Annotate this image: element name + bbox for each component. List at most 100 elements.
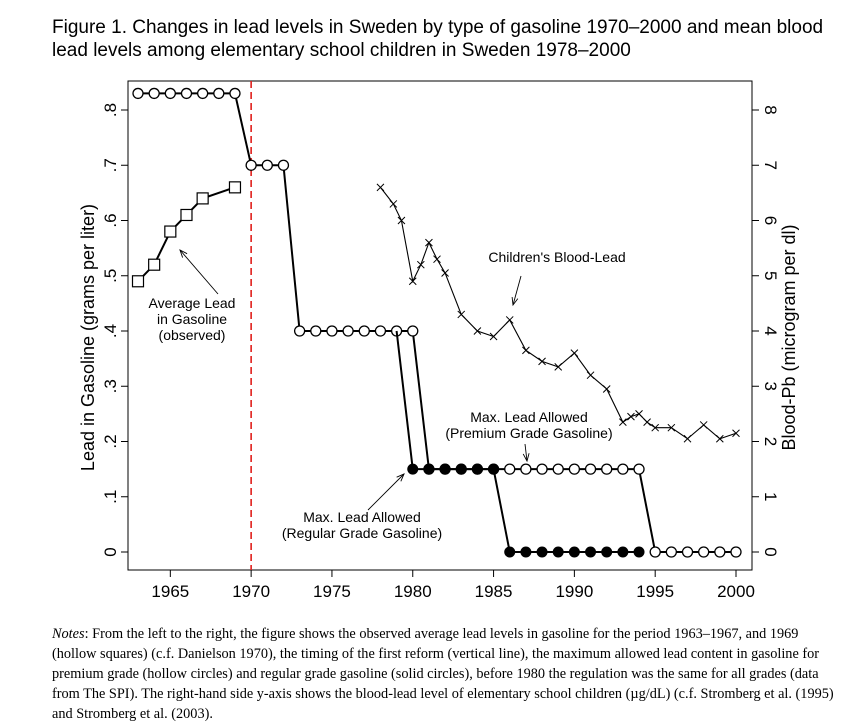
avg-lead-point [196, 192, 209, 205]
x-tick-label: 2000 [717, 582, 755, 601]
series-line-2 [395, 330, 640, 553]
y2-tick-label: 1 [761, 492, 780, 501]
y2-tick-label: 4 [761, 326, 780, 335]
regular-point [439, 463, 451, 475]
premium-point [132, 87, 144, 100]
regular-point [617, 546, 629, 558]
premium-point [730, 546, 742, 558]
premium-point [407, 325, 419, 337]
y-axis-label: Lead in Gasoline (grams per liter) [78, 204, 98, 471]
regular-point [585, 546, 597, 558]
blood-lead-point [715, 434, 724, 443]
blood-lead-point [416, 260, 425, 269]
premium-point [148, 87, 160, 100]
x-tick-label: 1985 [475, 582, 513, 601]
avg-lead-point [148, 258, 161, 271]
blood-lead-point [699, 421, 708, 429]
blood-lead-point [522, 346, 530, 355]
y2-tick-label: 0 [761, 547, 780, 556]
series-line-3 [379, 187, 737, 440]
regular-arrow-head [396, 473, 405, 482]
x-tick-label: 1990 [555, 582, 593, 601]
premium-point [229, 87, 241, 100]
premium-point [261, 159, 273, 171]
axes [121, 80, 759, 577]
y2-tick-label: 5 [761, 271, 780, 280]
y-tick-label: .4 [101, 324, 120, 338]
notes-label: Notes [52, 626, 85, 642]
regular-point [633, 546, 645, 558]
avg-arrow [179, 249, 219, 295]
premium-point [358, 325, 370, 337]
avg-lead-point [131, 275, 145, 288]
premium-point [552, 463, 564, 475]
regular-point [471, 463, 483, 475]
blood-lead-point [619, 418, 627, 427]
premium-point [293, 325, 306, 337]
y-tick-label: .7 [101, 158, 120, 172]
blood-lead-point [554, 363, 563, 371]
regular-point [488, 463, 500, 475]
series-layer [131, 81, 742, 570]
blood-lead-point [376, 183, 385, 192]
blood-lead-point [397, 216, 406, 225]
annotation-premium: Max. Lead Allowed [470, 409, 588, 425]
blood-lead-point [441, 269, 449, 277]
blood-lead-point [570, 349, 579, 357]
y-tick-label: .5 [101, 269, 120, 283]
annotation-avg: in Gasoline [157, 311, 227, 327]
blood-lead-point [538, 357, 546, 366]
blood-lead-point [643, 418, 651, 427]
premium-point [326, 325, 338, 337]
x-tick-label: 1970 [232, 582, 270, 601]
blood-lead-point [651, 423, 660, 432]
premium-point [601, 463, 613, 475]
avg-lead-point [164, 225, 177, 238]
tick-labels: 1965 1970 1975 1980 1985 1990 1995 2000 0 .1 .2 .3.… [78, 103, 799, 601]
premium-point [633, 463, 645, 475]
regular-point [423, 463, 435, 475]
blood-arrow [512, 275, 522, 306]
annotation-premium: (Premium Grade Gasoline) [445, 425, 612, 441]
blood-lead-point [425, 238, 433, 247]
premium-point [374, 325, 387, 337]
avg-arrow-head [179, 249, 188, 258]
premium-point [180, 87, 193, 100]
regular-point [601, 546, 613, 558]
premium-point [342, 325, 354, 337]
figure-notes: Notes: From the left to the right, the f… [52, 624, 842, 724]
blood-lead-point [667, 423, 676, 432]
lead-levels-chart: 1965 1970 1975 1980 1985 1990 1995 2000 0 .1 .2 .3.… [78, 80, 799, 601]
blood-lead-point [473, 327, 482, 335]
regular-point [455, 463, 467, 475]
premium-point [649, 546, 661, 558]
avg-lead-point [228, 181, 242, 194]
premium-point [504, 463, 516, 475]
y-tick-label: .8 [101, 103, 120, 117]
premium-point [698, 546, 710, 558]
x-tick-label: 1995 [636, 582, 674, 601]
regular-point [552, 546, 564, 558]
y2-tick-label: 3 [761, 382, 780, 391]
y2-tick-label: 7 [761, 161, 780, 170]
annotation-regular: Max. Lead Allowed [303, 509, 421, 525]
premium-point [665, 546, 678, 558]
premium-point [277, 159, 290, 171]
y2-tick-label: 8 [761, 105, 780, 114]
premium-point [310, 325, 322, 337]
blood-lead-point [602, 385, 611, 393]
y-tick-label: .2 [101, 434, 120, 448]
y2-axis-label: Blood-Pb (microgram per dl) [779, 224, 799, 450]
blood-lead-point [505, 316, 514, 324]
premium-point [536, 463, 548, 475]
blood-arrow-head [511, 296, 519, 307]
premium-point [681, 546, 694, 558]
x-tick-label: 1980 [394, 582, 432, 601]
premium-arrow [524, 443, 528, 462]
blood-lead-point [433, 255, 441, 264]
blood-lead-point [627, 412, 635, 421]
y2-tick-label: 2 [761, 437, 780, 446]
premium-point [568, 463, 581, 475]
annotation-blood: Children's Blood-Lead [488, 249, 625, 265]
